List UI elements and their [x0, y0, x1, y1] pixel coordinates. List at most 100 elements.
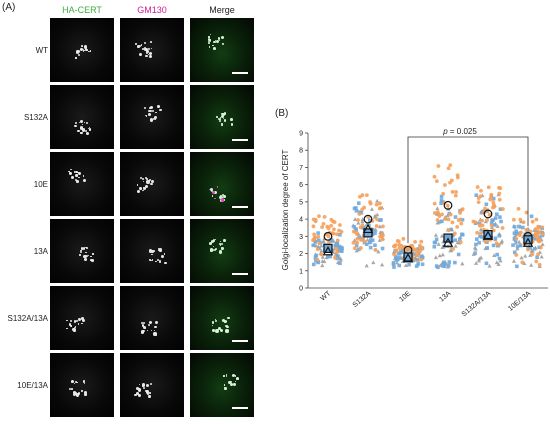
- point-square: [420, 246, 425, 250]
- point-triangle: [445, 227, 450, 232]
- golgi-speck: [223, 384, 226, 386]
- point-circle: [459, 221, 464, 226]
- point-square: [477, 240, 482, 245]
- point-square: [537, 245, 542, 250]
- golgi-speck: [141, 324, 145, 327]
- point-circle: [475, 230, 480, 235]
- golgi-speck: [221, 319, 225, 323]
- golgi-speck: [73, 326, 76, 329]
- gm130-micrograph: [120, 18, 184, 82]
- golgi-speck: [85, 246, 88, 249]
- point-circle: [335, 232, 339, 237]
- golgi-speck: [75, 393, 80, 397]
- point-triangle: [536, 229, 541, 234]
- point-square: [333, 243, 338, 248]
- golgi-speck: [81, 322, 84, 325]
- point-circle: [533, 232, 538, 237]
- point-triangle: [455, 240, 460, 245]
- point-square: [370, 227, 375, 232]
- point-circle: [360, 207, 365, 212]
- golgi-speck: [215, 329, 219, 333]
- point-square: [514, 229, 518, 234]
- golgi-speck: [225, 329, 229, 333]
- point-triangle: [529, 262, 534, 267]
- golgi-speck: [69, 171, 71, 174]
- point-triangle: [445, 244, 450, 249]
- golgi-speck: [223, 375, 225, 377]
- y-tick-label: 3: [299, 234, 303, 241]
- point-square: [517, 224, 521, 229]
- golgi-speck: [72, 328, 76, 332]
- point-circle: [339, 229, 344, 234]
- point-triangle: [537, 238, 542, 243]
- point-circle: [514, 253, 519, 257]
- point-circle: [497, 185, 501, 190]
- y-tick-label: 1: [299, 268, 303, 275]
- point-square: [491, 243, 496, 248]
- point-square: [416, 251, 421, 255]
- point-triangle: [435, 220, 440, 225]
- point-square: [525, 229, 530, 234]
- golgi-speck: [210, 187, 214, 191]
- point-triangle: [356, 220, 361, 225]
- mean-triangle-marker: [482, 230, 494, 240]
- golgi-speck: [73, 382, 76, 385]
- point-square: [497, 256, 502, 261]
- point-triangle: [483, 246, 488, 251]
- golgi-speck: [220, 114, 224, 119]
- scale-bar: [232, 139, 248, 141]
- point-triangle: [408, 257, 413, 261]
- point-circle: [487, 212, 492, 217]
- mean-circle-marker: [483, 209, 493, 219]
- point-circle: [455, 175, 460, 180]
- point-triangle: [403, 263, 409, 268]
- golgi-speck: [78, 176, 80, 179]
- golgi-speck: [148, 47, 151, 50]
- point-square: [369, 230, 373, 235]
- point-circle: [488, 237, 493, 242]
- golgi-speck: [220, 197, 224, 201]
- point-triangle: [471, 252, 476, 256]
- point-square: [474, 193, 479, 198]
- point-triangle: [415, 257, 420, 262]
- point-circle: [419, 257, 424, 262]
- golgi-speck: [217, 37, 221, 41]
- point-circle: [368, 201, 373, 206]
- point-square: [311, 262, 316, 267]
- point-square: [460, 232, 464, 237]
- point-square: [353, 227, 358, 231]
- row-label-s132a: S132A: [23, 113, 48, 122]
- golgi-speck: [76, 129, 80, 133]
- point-triangle: [334, 242, 339, 246]
- point-square: [493, 216, 498, 220]
- point-circle: [436, 212, 441, 216]
- point-triangle: [478, 227, 484, 231]
- point-triangle: [318, 251, 323, 256]
- point-triangle: [440, 260, 445, 265]
- point-square: [473, 251, 477, 255]
- point-triangle: [440, 261, 445, 265]
- golgi-speck: [137, 388, 142, 392]
- point-circle: [329, 217, 334, 222]
- golgi-speck: [161, 254, 165, 258]
- point-triangle: [332, 246, 337, 251]
- point-square: [498, 215, 502, 219]
- golgi-speck: [148, 249, 153, 253]
- point-square: [416, 261, 420, 266]
- point-triangle: [478, 221, 483, 226]
- point-circle: [535, 232, 540, 236]
- point-triangle: [320, 259, 325, 263]
- point-triangle: [511, 223, 516, 228]
- point-circle: [478, 194, 483, 199]
- golgi-speck: [215, 116, 218, 118]
- point-square: [515, 244, 520, 249]
- golgi-speck: [142, 386, 145, 389]
- point-square: [369, 238, 373, 242]
- point-triangle: [492, 203, 497, 208]
- point-triangle: [479, 209, 484, 214]
- point-circle: [417, 249, 422, 254]
- mean-triangle-marker: [402, 252, 414, 263]
- point-triangle: [312, 242, 317, 246]
- point-circle: [326, 226, 331, 231]
- point-triangle: [525, 226, 531, 231]
